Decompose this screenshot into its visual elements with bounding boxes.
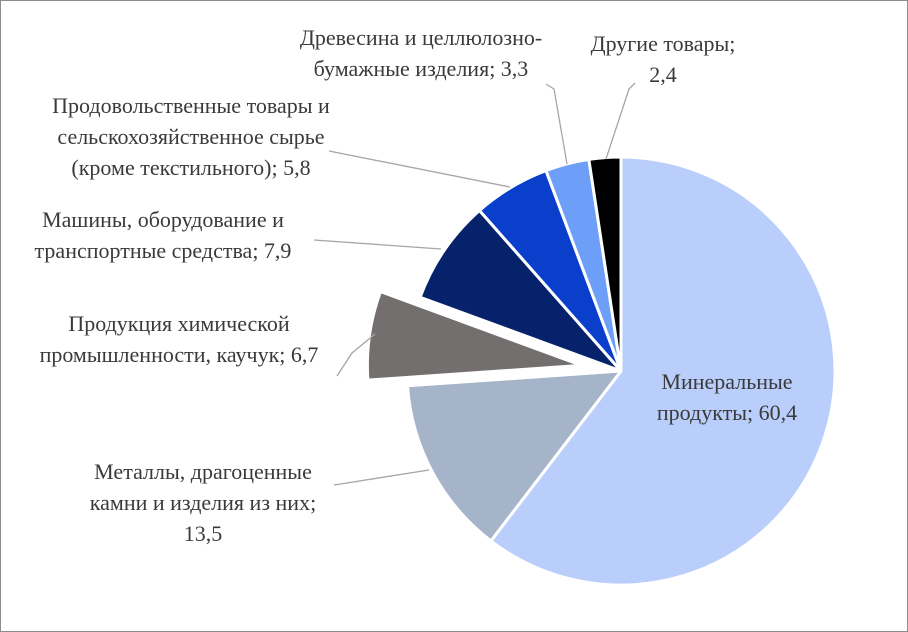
pie-slice-2 xyxy=(406,369,623,543)
slice-label-7: Другие товары; 2,4 xyxy=(591,31,736,87)
slice-label-6: Древесина и целлюлозно-бумажные изделия;… xyxy=(300,25,542,81)
leader-line-5 xyxy=(328,150,511,188)
leader-line-6 xyxy=(545,83,568,165)
slice-label-line: (кроме текстильного); 5,8 xyxy=(71,155,310,180)
slice-label-line: Другие товары; xyxy=(591,31,736,56)
slice-label-line: камни и изделия из них; xyxy=(90,490,316,515)
pie-slice-1 xyxy=(489,155,837,587)
slice-label-line: 2,4 xyxy=(649,62,677,87)
slice-label-5: Продовольственные товары и сельскохозяйст… xyxy=(52,93,330,180)
slice-label-line: Продовольственные товары и xyxy=(52,93,330,118)
leader-line-2 xyxy=(333,469,430,486)
pie-slice-3 xyxy=(365,290,583,382)
leader-line-7 xyxy=(605,82,636,160)
slice-label-line: транспортные средства; 7,9 xyxy=(35,238,292,263)
slice-labels: Минеральные продукты; 60,4 Металлы, драгоц… xyxy=(35,25,798,546)
slice-label-2: Металлы, драгоценные камни и изделия из н… xyxy=(90,459,316,546)
slice-label-line: Металлы, драгоценные xyxy=(94,459,312,484)
slice-label-line: Древесина и целлюлозно- xyxy=(300,25,542,50)
slice-label-line: 13,5 xyxy=(184,521,223,546)
slice-label-line: промышленности, каучук; 6,7 xyxy=(40,342,319,367)
leader-lines xyxy=(313,82,636,486)
slice-label-line: бумажные изделия; 3,3 xyxy=(314,56,529,81)
slice-label-3: Продукция химической промышленности, кауч… xyxy=(40,311,319,367)
leader-line-4 xyxy=(313,239,442,250)
pie-slice-7 xyxy=(587,155,623,373)
slice-label-line: продукты; 60,4 xyxy=(657,400,797,425)
slice-label-line: Продукция химической xyxy=(68,311,289,336)
pie-slice-4 xyxy=(418,208,623,373)
slice-label-line: Машины, оборудование и xyxy=(42,207,284,232)
leader-line-3 xyxy=(336,333,376,377)
slice-label-line: Минеральные xyxy=(661,369,792,394)
slice-label-4: Машины, оборудование и транспортные средс… xyxy=(35,207,292,263)
slice-label-1: Минеральные продукты; 60,4 xyxy=(657,369,797,425)
slice-label-line: сельскохозяйственное сырье xyxy=(57,124,324,149)
